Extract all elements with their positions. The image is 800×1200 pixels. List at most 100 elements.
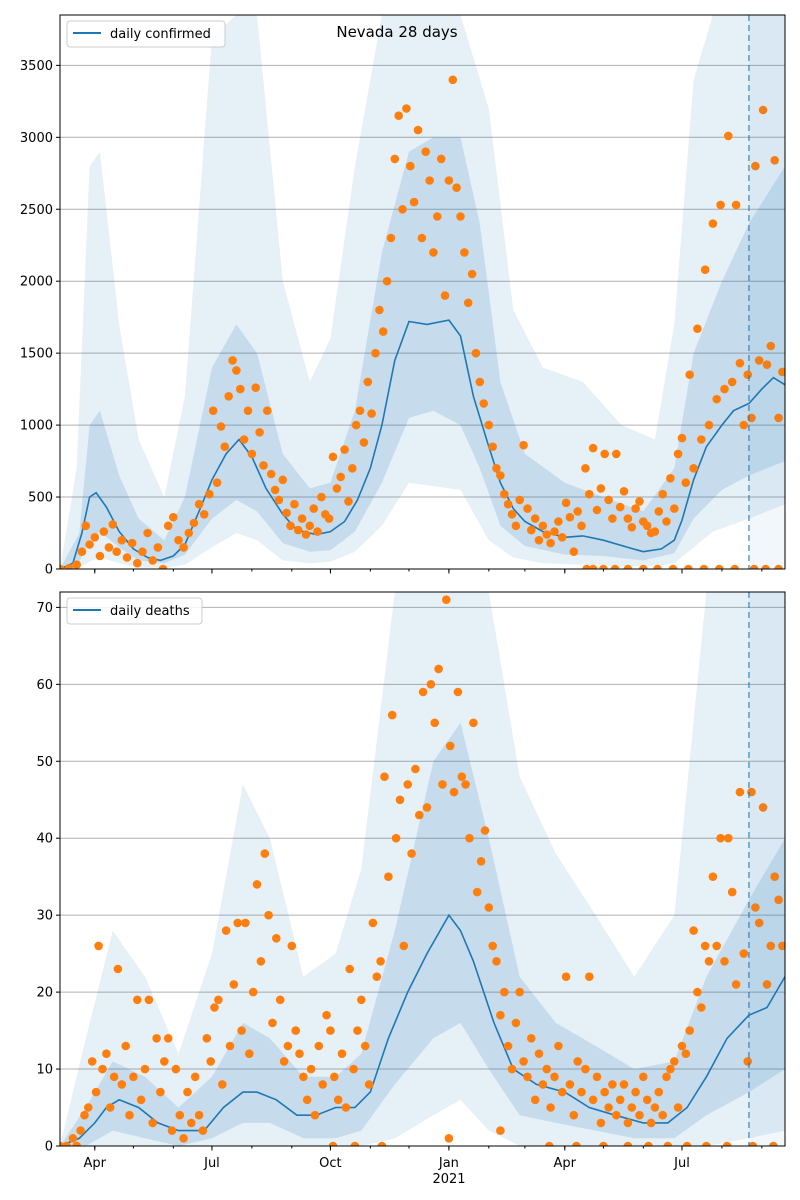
data-point	[496, 1126, 505, 1135]
data-point	[140, 1064, 150, 1074]
data-point	[534, 1049, 544, 1058]
data-point	[527, 1034, 536, 1043]
data-point	[62, 1141, 71, 1146]
data-point	[259, 461, 268, 470]
data-point	[754, 918, 764, 928]
data-point	[599, 1141, 608, 1146]
data-point	[569, 547, 579, 556]
data-point	[198, 1126, 208, 1135]
data-point	[378, 327, 388, 336]
data-point	[138, 547, 147, 556]
x-tick-label: Apr	[84, 1156, 107, 1171]
data-point	[758, 803, 768, 812]
data-point	[318, 1080, 328, 1089]
data-point	[377, 1141, 387, 1146]
deaths-forecast-marker-group	[748, 592, 785, 1146]
y-tick-label: 1000	[20, 419, 53, 434]
data-point	[615, 502, 625, 512]
data-point	[523, 504, 532, 513]
data-point	[527, 525, 536, 535]
data-point	[774, 564, 783, 569]
data-point	[685, 1026, 694, 1035]
confirmed-x-axis-ticks	[94, 569, 763, 574]
data-point	[152, 1034, 161, 1043]
data-point	[507, 510, 517, 519]
data-point	[266, 469, 276, 479]
data-point	[697, 435, 706, 444]
data-point	[642, 1095, 652, 1105]
data-point	[409, 197, 419, 207]
data-point	[572, 1141, 581, 1146]
data-point	[604, 1103, 613, 1112]
data-point	[127, 538, 137, 548]
y-tick-label: 3500	[20, 59, 53, 74]
data-point	[608, 514, 617, 523]
data-point	[519, 1057, 528, 1066]
data-point	[241, 918, 250, 928]
data-point	[394, 111, 404, 120]
data-point	[225, 1041, 235, 1051]
data-point	[766, 341, 776, 351]
data-point	[372, 972, 382, 981]
data-point	[407, 849, 416, 858]
data-point	[735, 787, 745, 797]
data-point	[353, 1026, 362, 1035]
data-point	[444, 1134, 454, 1143]
data-point	[739, 949, 749, 958]
data-point	[232, 366, 241, 375]
data-point	[554, 517, 563, 526]
data-point	[610, 564, 620, 569]
data-point	[542, 530, 552, 539]
data-point	[72, 560, 81, 569]
data-point	[712, 394, 721, 404]
deaths-y-axis: 0 10 20 30 40 50 60 70	[36, 601, 60, 1155]
data-point	[350, 1141, 360, 1146]
data-point	[430, 718, 440, 728]
data-point	[471, 348, 481, 358]
data-point	[399, 941, 409, 951]
data-point	[117, 1080, 127, 1089]
data-point	[761, 564, 770, 569]
data-point	[348, 464, 357, 473]
data-point	[689, 926, 698, 935]
data-point	[125, 1110, 134, 1120]
data-point	[76, 1126, 85, 1135]
data-point	[588, 1095, 598, 1105]
data-point	[163, 521, 173, 531]
data-point	[650, 1103, 660, 1112]
data-point	[708, 219, 718, 228]
data-point	[731, 980, 741, 989]
data-point	[538, 521, 548, 531]
data-point	[582, 564, 591, 569]
data-point	[748, 1141, 758, 1146]
data-point	[724, 131, 733, 141]
data-point	[351, 420, 361, 430]
data-point	[263, 406, 272, 416]
data-point	[658, 1110, 667, 1120]
data-point	[511, 1018, 521, 1028]
data-point	[681, 478, 691, 488]
data-point	[287, 941, 297, 951]
data-point	[91, 1087, 101, 1097]
data-point	[615, 1095, 625, 1105]
data-point	[268, 1018, 277, 1028]
data-point	[770, 872, 779, 881]
y-tick-label: 20	[36, 986, 53, 1001]
data-point	[382, 276, 392, 286]
data-point	[743, 370, 752, 380]
data-point	[251, 383, 260, 393]
data-point	[205, 489, 214, 499]
data-point	[194, 1110, 204, 1120]
data-point	[774, 413, 783, 423]
data-point	[751, 903, 760, 912]
data-point	[239, 435, 249, 444]
y-tick-label: 0	[45, 1140, 53, 1155]
data-point	[252, 880, 262, 889]
data-point	[297, 514, 307, 523]
data-point	[390, 154, 400, 164]
data-point	[340, 445, 349, 454]
data-point	[708, 872, 718, 881]
data-point	[449, 787, 459, 797]
confirmed-y-axis: 0 500 1000 1500 2000 2500 3000 3500	[20, 59, 60, 578]
